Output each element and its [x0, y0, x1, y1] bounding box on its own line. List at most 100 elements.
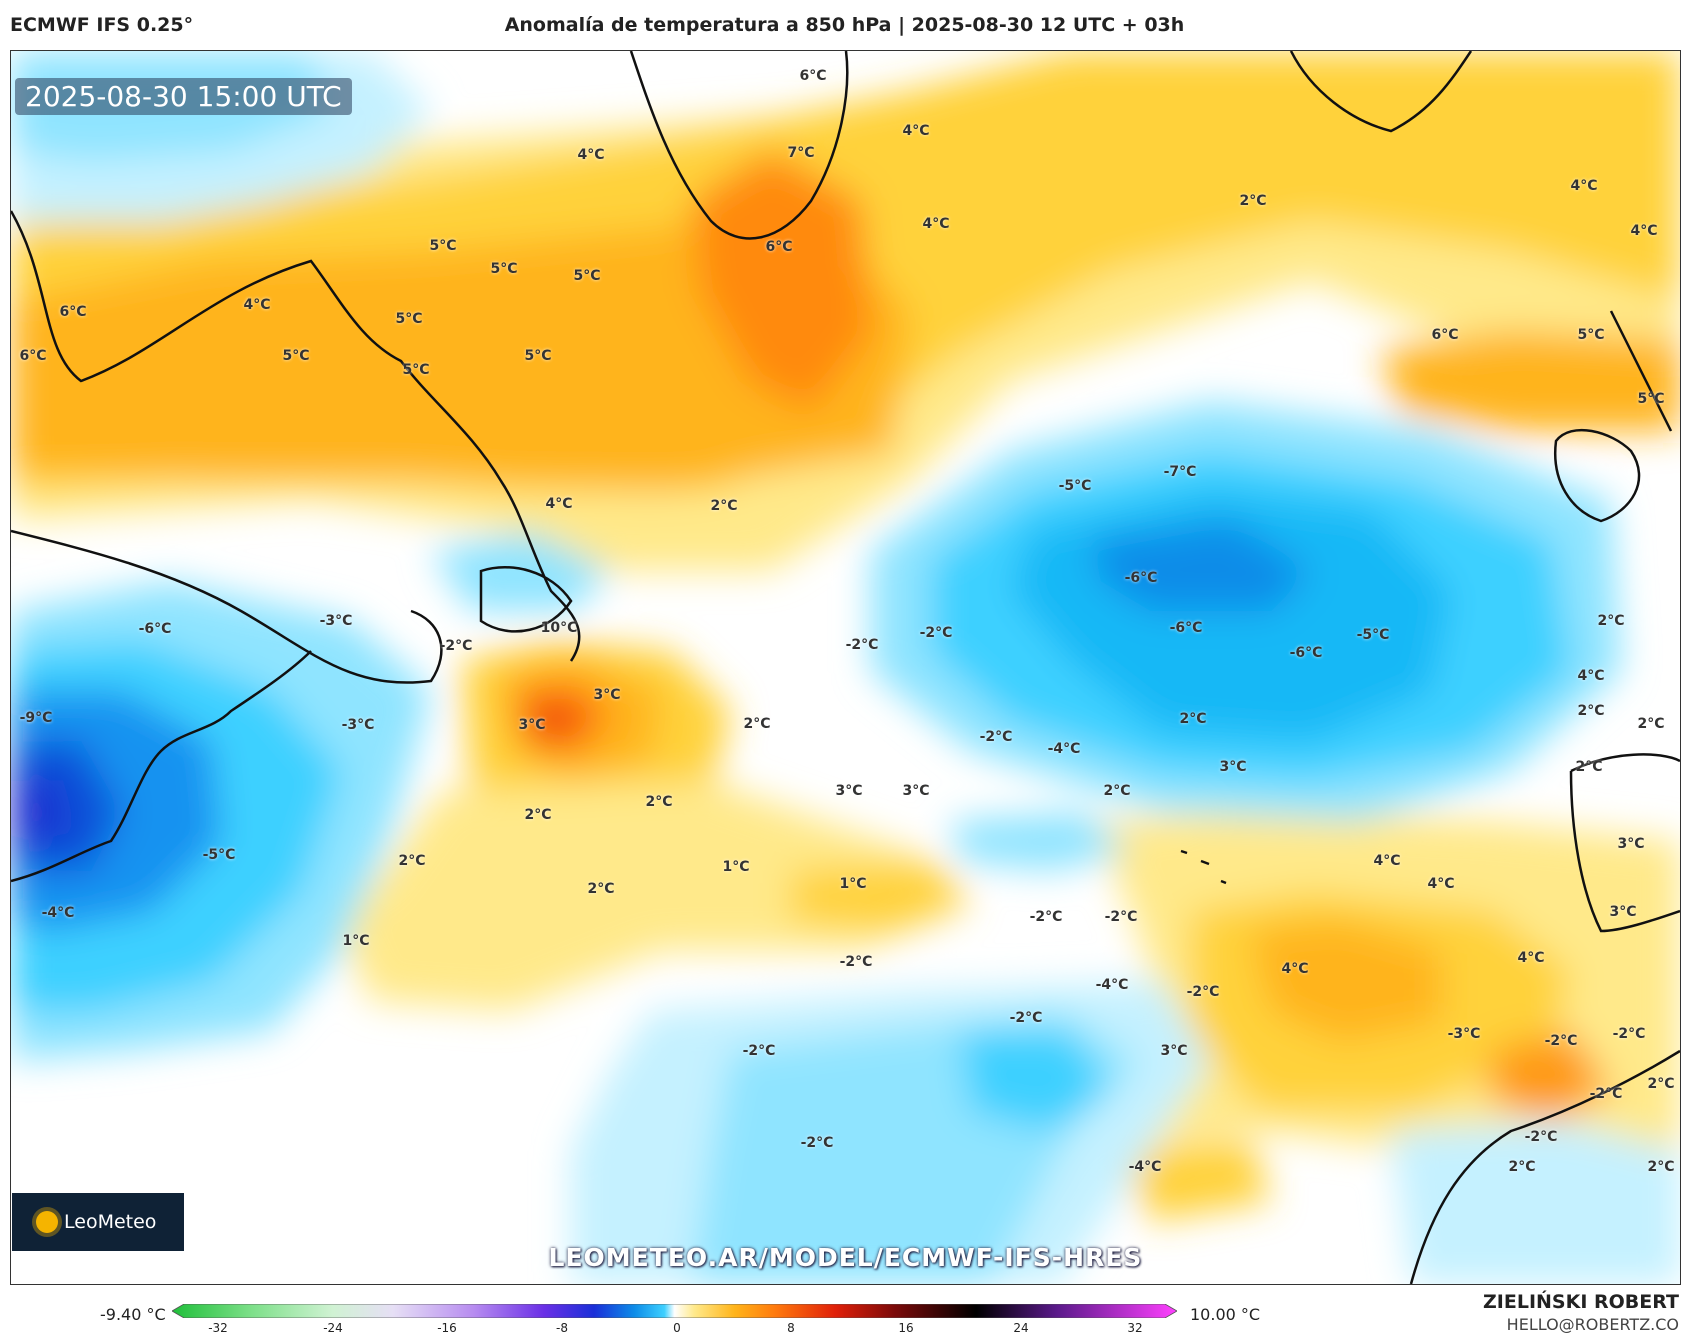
anomaly-label: 5°C [573, 268, 601, 284]
map-title: Anomalía de temperatura a 850 hPa | 2025… [504, 14, 1185, 36]
anomaly-label: 2°C [1647, 1159, 1675, 1175]
footer: -9.40 °C [0, 1283, 1689, 1339]
anomaly-label: -2°C [979, 729, 1013, 745]
anomaly-label: -2°C [919, 625, 953, 641]
anomaly-label: -4°C [1047, 741, 1081, 757]
colorbar-tick: -32 [208, 1321, 228, 1335]
anomaly-label: 3°C [1609, 904, 1637, 920]
author-email: HELLO@ROBERTZ.CO [1506, 1315, 1679, 1334]
anomaly-label: -3°C [319, 613, 353, 629]
anomaly-label: -6°C [1124, 570, 1158, 586]
anomaly-label: 4°C [1281, 961, 1309, 977]
anomaly-label: 3°C [518, 717, 546, 733]
anomaly-label: 4°C [1373, 853, 1401, 869]
colorbar-tick: 32 [1127, 1321, 1143, 1335]
anomaly-label: 3°C [593, 687, 621, 703]
anomaly-label: 2°C [398, 853, 426, 869]
colorbar-tick: -24 [323, 1321, 343, 1335]
anomaly-label: 5°C [524, 348, 552, 364]
anomaly-label: 4°C [1577, 668, 1605, 684]
anomaly-label: 6°C [59, 304, 87, 320]
anomaly-label: -2°C [845, 637, 879, 653]
anomaly-label: -4°C [1095, 977, 1129, 993]
anomaly-label: -6°C [138, 621, 172, 637]
author-name: ZIELIŃSKI ROBERT [1483, 1291, 1679, 1313]
anomaly-label: 5°C [395, 311, 423, 327]
anomaly-label: 4°C [1427, 876, 1455, 892]
anomaly-label: 2°C [743, 716, 771, 732]
anomaly-label: -2°C [1009, 1010, 1043, 1026]
anomaly-label: 2°C [1647, 1076, 1675, 1092]
anomaly-label: -5°C [202, 847, 236, 863]
anomaly-label: -2°C [1524, 1129, 1558, 1145]
colorbar-tick: 16 [898, 1321, 914, 1335]
anomaly-label: 4°C [243, 297, 271, 313]
anomaly-label: 2°C [1103, 783, 1131, 799]
anomaly-label: -3°C [1447, 1026, 1481, 1042]
anomaly-label: -2°C [1612, 1026, 1646, 1042]
colorbar-max-label: 10.00 °C [1190, 1305, 1261, 1324]
map-panel: 2025-08-30 15:00 UTC 6°C 7°C 6°C 4°C 4°C… [10, 50, 1681, 1285]
valid-time: 2025-08-30 15:00 UTC [15, 78, 352, 115]
anomaly-label: 3°C [835, 783, 863, 799]
anomaly-label: 3°C [902, 783, 930, 799]
anomaly-label: 2°C [1179, 711, 1207, 727]
anomaly-label: 5°C [402, 362, 430, 378]
colorbar [172, 1304, 1177, 1318]
anomaly-label: 2°C [587, 881, 615, 897]
anomaly-label: -2°C [1186, 984, 1220, 1000]
watermark-url: LEOMETEO.AR/MODEL/ECMWF-IFS-HRES [548, 1243, 1143, 1272]
sun-icon [36, 1211, 58, 1233]
anomaly-label: 4°C [1517, 950, 1545, 966]
anomaly-label: 5°C [429, 238, 457, 254]
colorbar-tick: 24 [1013, 1321, 1029, 1335]
anomaly-label: -5°C [1058, 478, 1092, 494]
anomaly-label: 2°C [1637, 716, 1665, 732]
anomaly-label: 10°C [540, 620, 578, 636]
header: ECMWF IFS 0.25° Anomalía de temperatura … [0, 0, 1689, 50]
anomaly-label: -2°C [839, 954, 873, 970]
anomaly-label: 6°C [799, 68, 827, 84]
anomaly-label: 6°C [19, 348, 47, 364]
anomaly-label: 2°C [1575, 759, 1603, 775]
anomaly-label: -6°C [1169, 620, 1203, 636]
anomaly-label: 5°C [282, 348, 310, 364]
anomaly-label: 1°C [839, 876, 867, 892]
anomaly-label: -2°C [742, 1043, 776, 1059]
anomaly-label: 3°C [1219, 759, 1247, 775]
anomaly-label: 4°C [922, 216, 950, 232]
anomaly-label: 3°C [1617, 836, 1645, 852]
anomaly-label: 6°C [1431, 327, 1459, 343]
anomaly-label: 4°C [1570, 178, 1598, 194]
leometeo-logo: LeoMeteo [12, 1193, 184, 1251]
anomaly-label: 4°C [545, 496, 573, 512]
anomaly-label: 5°C [490, 261, 518, 277]
colorbar-tick: -16 [437, 1321, 457, 1335]
colorbar-tick: 0 [673, 1321, 681, 1335]
anomaly-label: 7°C [787, 145, 815, 161]
anomaly-label: -9°C [19, 710, 53, 726]
anomaly-label: 2°C [1508, 1159, 1536, 1175]
anomaly-label: -5°C [1356, 627, 1390, 643]
anomaly-field [11, 51, 1680, 1284]
anomaly-label: 2°C [645, 794, 673, 810]
anomaly-label: 6°C [765, 239, 793, 255]
colorbar-tick: -8 [556, 1321, 568, 1335]
anomaly-label: -2°C [1029, 909, 1063, 925]
anomaly-label: 3°C [1160, 1043, 1188, 1059]
anomaly-label: 2°C [524, 807, 552, 823]
anomaly-label: 4°C [577, 147, 605, 163]
anomaly-label: -6°C [1289, 645, 1323, 661]
anomaly-label: -3°C [341, 717, 375, 733]
colorbar-min-label: -9.40 °C [100, 1305, 166, 1324]
anomaly-label: 2°C [1597, 613, 1625, 629]
anomaly-label: 2°C [710, 498, 738, 514]
anomaly-label: 2°C [1577, 703, 1605, 719]
colorbar-tick: 8 [787, 1321, 795, 1335]
anomaly-label: -2°C [439, 638, 473, 654]
model-name: ECMWF IFS 0.25° [10, 14, 194, 36]
anomaly-label: 4°C [902, 123, 930, 139]
anomaly-label: -4°C [1128, 1159, 1162, 1175]
anomaly-label: 2°C [1239, 193, 1267, 209]
anomaly-label: 4°C [1630, 223, 1658, 239]
